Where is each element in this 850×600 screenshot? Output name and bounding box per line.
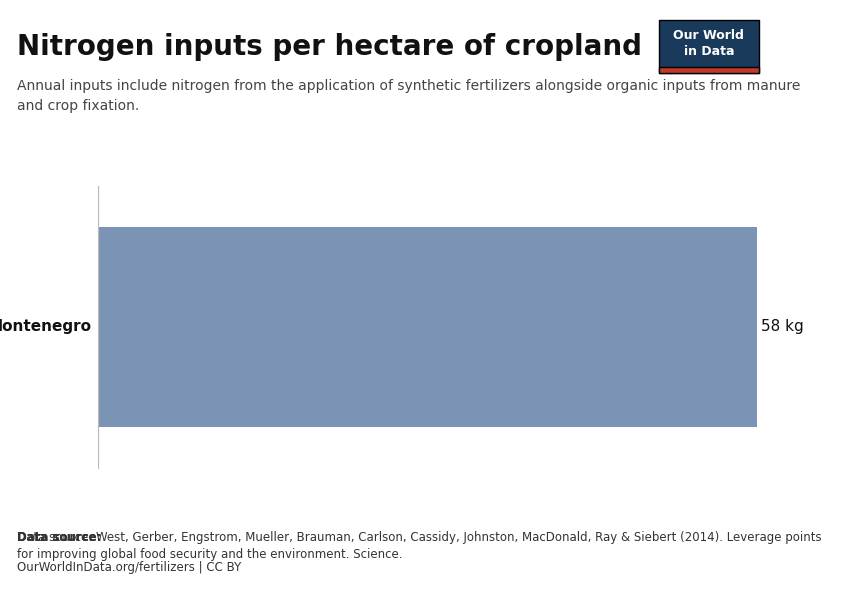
Text: Data source: West, Gerber, Engstrom, Mueller, Brauman, Carlson, Cassidy, Johnsto: Data source: West, Gerber, Engstrom, Mue… (17, 531, 822, 561)
Text: 58 kg: 58 kg (761, 319, 803, 335)
Text: Data source:: Data source: (17, 531, 101, 544)
Text: OurWorldInData.org/fertilizers | CC BY: OurWorldInData.org/fertilizers | CC BY (17, 561, 241, 574)
Text: Montenegro: Montenegro (0, 319, 92, 335)
Text: Annual inputs include nitrogen from the application of synthetic fertilizers alo: Annual inputs include nitrogen from the … (17, 79, 801, 113)
Text: Data source:: Data source: (17, 531, 101, 544)
Text: Our World
in Data: Our World in Data (673, 29, 745, 58)
Text: Nitrogen inputs per hectare of cropland: Nitrogen inputs per hectare of cropland (17, 33, 642, 61)
Bar (98, 227, 756, 427)
